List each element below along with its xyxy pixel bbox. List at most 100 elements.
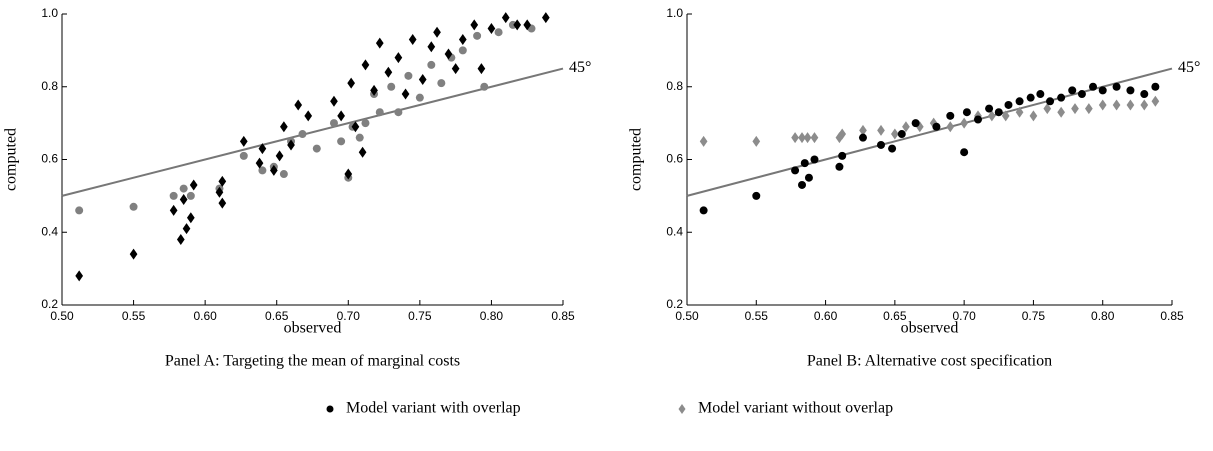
circle-point — [169, 191, 178, 200]
y-tick-label: 0.8 — [41, 79, 58, 93]
reference-line — [61, 67, 564, 197]
circle-point — [911, 119, 920, 128]
y-axis-label: computed — [3, 128, 20, 191]
y-tick-label: 1.0 — [666, 6, 683, 20]
diamond-point — [1015, 106, 1024, 118]
y-tick-label: 0.4 — [41, 224, 58, 238]
diamond-point — [384, 66, 393, 78]
x-tick-label: 0.80 — [480, 309, 504, 323]
circle-point — [75, 206, 84, 215]
diamond-point — [810, 132, 819, 144]
diamond-point — [877, 124, 885, 136]
diamond-point — [394, 52, 403, 64]
y-tick-label: 0.2 — [41, 297, 58, 311]
diamond-point — [960, 117, 968, 129]
diamond-point — [458, 33, 467, 45]
y-tick-label: 0.2 — [666, 297, 683, 311]
diamond-point — [1001, 110, 1010, 122]
circle-point — [994, 108, 1003, 117]
diamond-point — [1126, 99, 1135, 111]
legend-label: Model variant without overlap — [698, 400, 893, 417]
circle-point — [962, 108, 971, 117]
diamond-point — [501, 12, 510, 24]
diamond-point — [129, 248, 138, 260]
circle-point — [791, 166, 800, 175]
diamond-point — [1098, 99, 1107, 111]
caption: Panel A: Targeting the mean of marginal … — [165, 353, 460, 370]
circle-point — [1140, 90, 1149, 99]
circle-point — [404, 71, 413, 80]
reference-line — [686, 67, 1173, 197]
diamond-point — [179, 194, 188, 206]
diamond-point — [337, 110, 345, 122]
circle-point — [186, 191, 195, 200]
diamond-point — [798, 132, 806, 144]
diamond-point — [294, 99, 303, 111]
circle-point — [458, 46, 467, 55]
diamond-point — [791, 132, 799, 144]
circle-point — [1112, 82, 1121, 91]
circle-point — [798, 180, 807, 189]
diamond-point — [477, 63, 486, 75]
diamond-point — [487, 23, 496, 35]
circle-point — [932, 122, 941, 131]
diamond-point — [218, 197, 227, 209]
diamond-point — [215, 186, 224, 198]
circle-point — [129, 202, 138, 211]
y-tick-label: 0.6 — [666, 152, 683, 166]
circle-point — [298, 130, 307, 139]
circle-point — [312, 144, 321, 153]
y-tick-label: 0.6 — [41, 152, 58, 166]
circle-point — [1077, 90, 1086, 99]
circle-point — [1057, 93, 1066, 102]
diamond-point — [258, 143, 267, 155]
x-tick-label: 0.60 — [814, 309, 838, 323]
diamond-point — [1140, 99, 1149, 111]
circle-point — [1068, 86, 1077, 95]
circle-point — [946, 111, 955, 120]
diamond-point — [287, 139, 295, 151]
x-tick-label: 0.75 — [1022, 309, 1046, 323]
circle-point — [279, 170, 288, 179]
circle-point — [985, 104, 994, 113]
circle-point — [239, 151, 248, 160]
diamond-point — [946, 121, 955, 133]
circle-point — [337, 137, 346, 146]
diamond-point — [255, 157, 264, 169]
circle-point — [752, 191, 761, 200]
diamond-point — [470, 19, 479, 31]
circle-point — [1026, 93, 1035, 102]
legend-label: Model variant with overlap — [346, 400, 521, 417]
x-tick-label: 0.60 — [193, 309, 217, 323]
diamond-point — [902, 121, 910, 133]
circle-point — [1089, 82, 1098, 91]
diamond-point — [523, 19, 532, 31]
diamond-point — [370, 84, 378, 96]
circle-point — [1004, 100, 1013, 109]
diamond-point — [169, 204, 178, 216]
reference-label: 45° — [1178, 59, 1200, 76]
diamond-point — [418, 73, 427, 85]
reference-label: 45° — [569, 59, 591, 76]
circle-point — [1098, 86, 1107, 95]
circle-point — [1046, 97, 1055, 106]
circle-point — [804, 173, 813, 182]
circle-point — [858, 133, 867, 142]
circle-point — [1126, 86, 1135, 95]
circle-point — [1015, 97, 1024, 106]
circle-point — [355, 133, 364, 142]
diamond-point — [451, 63, 460, 75]
circle-point — [437, 79, 446, 88]
x-tick-label: 0.65 — [265, 309, 289, 323]
diamond-point — [304, 110, 313, 122]
diamond-point — [1057, 106, 1065, 118]
x-axis-label: observed — [284, 320, 342, 337]
diamond-point — [427, 41, 436, 53]
diamond-point — [186, 212, 195, 224]
x-tick-label: 0.70 — [952, 309, 976, 323]
circle-point — [427, 60, 436, 69]
x-tick-label: 0.75 — [408, 309, 432, 323]
y-tick-label: 0.8 — [666, 79, 683, 93]
